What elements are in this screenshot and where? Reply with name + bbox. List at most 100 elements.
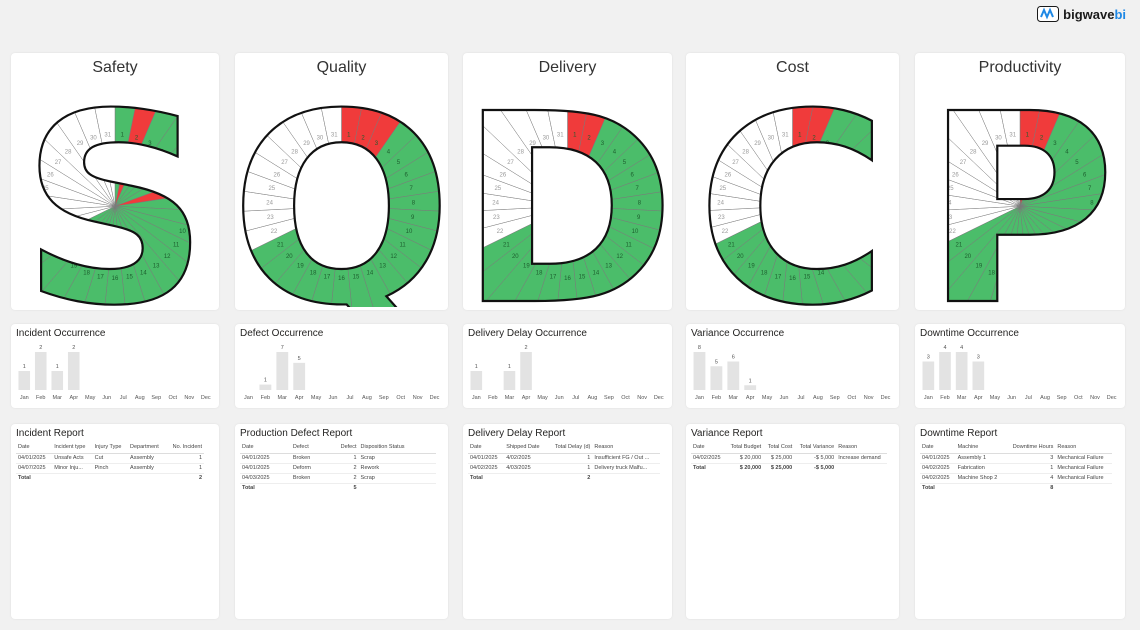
table-row[interactable]: 04/01/2025 Unsafe Acts Cut Assembly 1 — [16, 453, 204, 464]
productivity-letter-chart[interactable]: P123456789101112131415161718192021222324… — [915, 83, 1125, 307]
total-row[interactable]: Total 2 — [468, 474, 660, 484]
day-cell-1[interactable] — [567, 83, 633, 207]
day-cell-17[interactable] — [923, 206, 1021, 307]
day-cell-21[interactable] — [915, 205, 1021, 307]
delivery-delay-occurrence-panel[interactable]: Delivery Delay Occurrence 1 Jan Feb 1 Mar 2 Ap… — [463, 324, 672, 408]
variance-occurrence-panel[interactable]: Variance Occurrence 8 Jan 5 Feb 6 Mar 1 Apr May J… — [686, 324, 899, 408]
day-cell-29[interactable] — [686, 83, 793, 207]
day-cell-10[interactable] — [114, 205, 219, 307]
day-cell-4[interactable] — [1019, 83, 1125, 207]
day-cell-3[interactable] — [114, 83, 219, 207]
day-cell-6[interactable] — [567, 83, 673, 207]
day-cell-29[interactable] — [11, 83, 116, 207]
day-cell-11[interactable] — [1019, 205, 1125, 307]
bar-feb[interactable] — [34, 352, 47, 390]
day-cell-13[interactable] — [341, 206, 449, 307]
day-cell-5[interactable] — [114, 83, 219, 207]
day-cell-2[interactable] — [341, 83, 449, 207]
day-cell-8[interactable] — [1019, 157, 1125, 223]
day-cell-26[interactable] — [686, 83, 793, 207]
day-cell-27[interactable] — [686, 83, 793, 207]
day-cell-27[interactable] — [235, 83, 342, 207]
day-cell-24[interactable] — [235, 157, 342, 223]
table-row[interactable]: 04/02/2025 Fabrication 1 Mechanical Failure — [920, 463, 1112, 474]
day-cell-14[interactable] — [792, 206, 900, 307]
delivery-delay-report-panel[interactable]: Delivery Delay Report Date Shipped Date To… — [463, 424, 672, 619]
day-cell-19[interactable] — [686, 206, 793, 307]
bar-jan[interactable] — [922, 361, 935, 391]
day-cell-21[interactable] — [463, 205, 568, 307]
day-cell-29[interactable] — [915, 83, 1021, 207]
day-cell-3[interactable] — [1019, 83, 1125, 207]
bar-apr[interactable] — [293, 362, 306, 390]
day-cell-27[interactable] — [11, 83, 116, 207]
day-cell-23[interactable] — [686, 205, 793, 287]
variance-occurrence-chart[interactable]: 8 Jan 5 Feb 6 Mar 1 Apr May Jun Jul Aug Sep Oct Nov Dec — [691, 344, 894, 404]
bar-apr[interactable] — [972, 361, 985, 391]
day-cell-25[interactable] — [11, 94, 116, 207]
bar-jan[interactable] — [470, 371, 483, 390]
day-cell-22[interactable] — [686, 205, 793, 307]
day-cell-22[interactable] — [463, 205, 568, 307]
day-cell-18[interactable] — [915, 206, 1021, 307]
day-cell-11[interactable] — [567, 205, 673, 307]
day-cell-18[interactable] — [686, 206, 793, 307]
production-defect-report-table[interactable]: Date Defect Defect Disposition Status 04/01/… — [240, 444, 436, 493]
delivery-delay-occurrence-chart[interactable]: 1 Jan Feb 1 Mar 2 Apr May Jun Jul Aug Sep Oct Nov Dec — [468, 344, 667, 404]
variance-report-table[interactable]: Date Total Budget Total Cost Total Variance… — [691, 444, 887, 473]
day-cell-3[interactable] — [341, 83, 449, 207]
day-cell-26[interactable] — [235, 83, 342, 207]
day-cell-20[interactable] — [235, 206, 342, 307]
day-cell-8[interactable] — [114, 157, 219, 223]
day-cell-15[interactable] — [1019, 206, 1117, 307]
day-cell-31[interactable] — [502, 83, 568, 207]
cost-letter-chart[interactable]: C123456789101112131415161718192021222324… — [686, 83, 899, 307]
column-header[interactable]: Machine — [955, 444, 1005, 454]
bar-feb[interactable] — [259, 384, 272, 390]
bar-apr[interactable] — [520, 352, 532, 390]
defect-occurrence-panel[interactable]: Defect Occurrence Jan 1 Feb 7 Mar 5 Apr May Jun J… — [235, 324, 448, 408]
day-cell-7[interactable] — [792, 94, 900, 207]
day-cell-9[interactable] — [567, 205, 673, 287]
column-header[interactable]: Injury Type — [92, 444, 129, 454]
day-cell-13[interactable] — [792, 206, 900, 307]
day-cell-6[interactable] — [114, 83, 219, 207]
day-cell-15[interactable] — [341, 206, 438, 307]
day-cell-22[interactable] — [235, 205, 342, 307]
day-cell-4[interactable] — [792, 83, 900, 207]
day-cell-14[interactable] — [567, 206, 673, 307]
column-header[interactable]: Date — [240, 444, 291, 454]
variance-report-panel[interactable]: Variance Report Date Total Budget Total Co… — [686, 424, 899, 619]
day-cell-23[interactable] — [915, 205, 1021, 287]
day-cell-31[interactable] — [50, 83, 116, 207]
day-cell-28[interactable] — [463, 83, 568, 207]
day-cell-12[interactable] — [567, 206, 673, 307]
column-header[interactable]: Reason — [1055, 444, 1112, 454]
day-cell-24[interactable] — [11, 157, 116, 223]
day-cell-21[interactable] — [11, 205, 116, 307]
day-cell-28[interactable] — [11, 83, 116, 207]
day-cell-28[interactable] — [686, 83, 793, 207]
delivery-panel[interactable]: Delivery D123456789101112131415161718192… — [463, 53, 672, 310]
day-cell-15[interactable] — [114, 206, 211, 307]
day-cell-13[interactable] — [567, 206, 673, 307]
day-cell-24[interactable] — [686, 157, 793, 223]
column-header[interactable]: Total Variance — [794, 444, 837, 454]
day-cell-25[interactable] — [235, 94, 342, 207]
column-header[interactable]: Downtime Hours — [1004, 444, 1056, 454]
day-cell-6[interactable] — [341, 83, 449, 207]
day-cell-27[interactable] — [915, 83, 1021, 207]
day-cell-10[interactable] — [1019, 205, 1125, 307]
day-cell-19[interactable] — [11, 206, 116, 307]
day-cell-9[interactable] — [114, 205, 219, 287]
column-header[interactable]: Reason — [592, 444, 660, 454]
day-cell-12[interactable] — [1019, 206, 1125, 307]
column-header[interactable]: Shipped Date — [504, 444, 548, 454]
day-cell-26[interactable] — [915, 83, 1021, 207]
defect-occurrence-chart[interactable]: Jan 1 Feb 7 Mar 5 Apr May Jun Jul Aug Sep Oct Nov Dec — [240, 344, 443, 404]
day-cell-11[interactable] — [341, 205, 449, 307]
day-cell-18[interactable] — [235, 206, 342, 307]
total-row[interactable]: Total 5 — [240, 484, 436, 494]
column-header[interactable]: Date — [468, 444, 505, 454]
downtime-occurrence-panel[interactable]: Downtime Occurrence 3 Jan 4 Feb 4 Mar 3 Apr May J… — [915, 324, 1125, 408]
